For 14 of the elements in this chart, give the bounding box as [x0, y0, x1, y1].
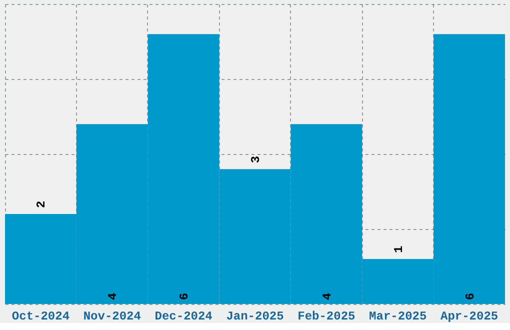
x-tick-label: Oct-2024 [12, 310, 70, 324]
data-label: 2 [34, 200, 49, 208]
data-label: 4 [106, 292, 120, 300]
x-tick-label: Feb-2025 [298, 310, 356, 324]
x-tick-label: Dec-2024 [154, 310, 212, 324]
x-tick-label: Mar-2025 [369, 310, 427, 324]
data-label: 4 [320, 292, 334, 300]
x-tick-label: Apr-2025 [440, 310, 498, 324]
data-label: 6 [178, 292, 192, 300]
data-label: 1 [392, 246, 406, 254]
x-tick-label: Nov-2024 [83, 310, 141, 324]
data-label: 3 [249, 156, 263, 164]
data-label: 6 [463, 292, 478, 300]
x-tick-label: Jan-2025 [226, 310, 284, 324]
